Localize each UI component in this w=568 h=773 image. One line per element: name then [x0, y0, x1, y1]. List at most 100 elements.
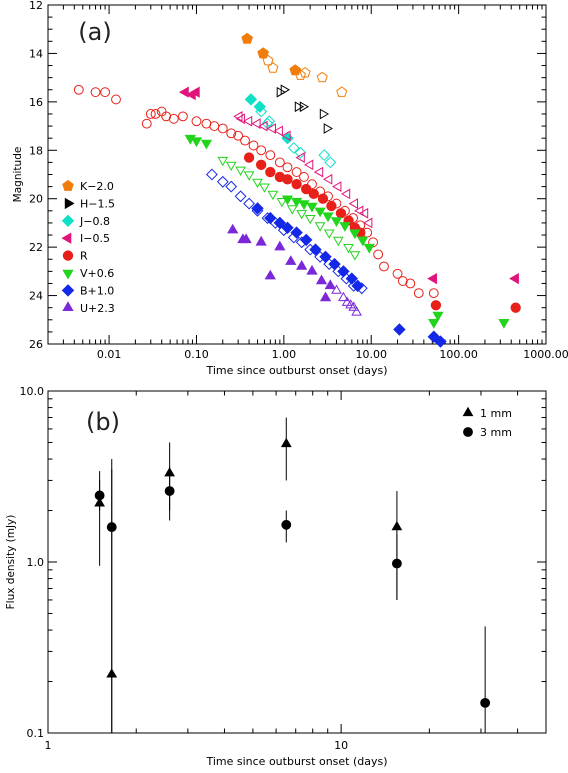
data-point-open — [322, 173, 333, 185]
data-point-filled — [309, 243, 322, 256]
data-point-open — [217, 156, 229, 167]
y-tick-label-a: 26 — [29, 338, 43, 351]
data-point-filled — [328, 257, 341, 271]
data-point-open — [296, 210, 308, 220]
data-point-open — [323, 123, 334, 134]
data-point-open — [405, 278, 416, 289]
data-point — [106, 522, 117, 533]
data-point-filled — [430, 300, 442, 311]
data-point-open — [265, 150, 276, 161]
data-point-open — [235, 166, 246, 176]
data-point-open — [295, 152, 305, 163]
panel-b: 1 10 0.1 1.0 10.0 Time since outburst onset (… — [5, 385, 547, 768]
data-point-open — [266, 123, 276, 134]
data-point-filled — [428, 319, 440, 329]
data-point-open — [332, 236, 344, 247]
x-tick-label-a: 1.00 — [272, 348, 297, 361]
data-point-open — [280, 84, 290, 96]
data-point-filled — [290, 226, 303, 239]
data-point-filled — [255, 235, 267, 246]
data-point-open — [294, 146, 307, 159]
data-point-filled — [319, 291, 332, 302]
data-point — [94, 490, 105, 501]
data-point-filled — [289, 64, 302, 76]
data-point-open — [217, 123, 228, 134]
data-point-open — [281, 130, 291, 142]
data-point-filled — [326, 200, 337, 212]
data-point-filled — [315, 274, 328, 285]
data-point-filled — [274, 240, 286, 251]
data-point-filled — [345, 272, 359, 285]
data-point-open — [191, 116, 202, 127]
panel-label-b: (b) — [86, 408, 120, 436]
data-point-open — [318, 149, 331, 162]
data-point-filled — [324, 279, 336, 290]
panel-label-a: (a) — [78, 18, 111, 46]
data-point-open — [274, 157, 285, 168]
data-point-open — [428, 288, 439, 299]
data-point-open — [145, 109, 156, 119]
y-tick-label-b: 0.1 — [27, 727, 45, 740]
data-point-open — [233, 111, 243, 122]
data-point-filled — [319, 250, 332, 264]
data-point-open — [348, 198, 358, 209]
data-point-open — [205, 168, 218, 181]
data-point — [391, 520, 403, 531]
y-tick-label-a: 12 — [29, 0, 43, 12]
legend-marker — [62, 179, 74, 191]
data-point-open — [338, 291, 349, 302]
data-point-open — [299, 101, 310, 113]
data-point-filled — [509, 273, 519, 285]
data-point-filled — [330, 217, 343, 227]
data-point-filled — [337, 265, 350, 278]
x-tick-label-b: 10 — [334, 739, 348, 752]
y-tick-label-a: 22 — [29, 241, 43, 254]
legend-marker — [61, 284, 75, 297]
plot-frame-a — [47, 4, 547, 345]
data-point-filled — [317, 193, 329, 204]
legend-marker — [61, 214, 75, 228]
data-point-open — [299, 66, 311, 78]
data-point-open — [336, 86, 348, 97]
data-point-filled — [298, 200, 310, 211]
legend-label: B+1.0 — [80, 284, 114, 297]
data-point-open — [216, 175, 229, 188]
legend-label: R — [80, 250, 88, 263]
data-point-filled — [264, 211, 277, 225]
data-point — [391, 558, 402, 569]
data-point-filled — [363, 243, 375, 254]
data-point-open — [323, 229, 335, 239]
data-point-open — [90, 87, 101, 98]
data-point-open — [209, 121, 220, 131]
data-point-filled — [240, 233, 252, 244]
legend-label: K−2.0 — [80, 180, 114, 193]
data-point-filled — [339, 222, 351, 232]
data-point-filled — [300, 183, 312, 195]
data-point-open — [233, 130, 244, 141]
data-point-open — [251, 118, 261, 130]
data-point-open — [258, 120, 268, 132]
data-point-open — [73, 84, 84, 95]
legend-marker — [462, 406, 474, 417]
y-tick-label-a: 18 — [29, 144, 43, 157]
data-point-open — [304, 215, 316, 225]
data-point-filled — [393, 323, 406, 336]
data-point-open — [392, 268, 403, 279]
data-point-open — [363, 217, 373, 229]
data-point-open — [234, 190, 247, 203]
legend-label: U+2.3 — [80, 302, 115, 315]
data-point-open — [332, 181, 342, 192]
data-point-filled — [253, 100, 267, 113]
data-point-filled — [306, 264, 318, 275]
data-point-filled — [299, 233, 313, 247]
data-point-open — [252, 178, 263, 189]
data-point-open — [413, 288, 424, 299]
data-point-filled — [296, 259, 308, 270]
data-point-open — [299, 172, 309, 182]
data-point-filled — [251, 202, 264, 215]
data-point-filled — [281, 195, 294, 206]
data-point-filled — [432, 311, 444, 322]
panel-a: 0.01 0.10 1.00 10.00 100.00 1000.00 12 14 16 18 20… — [12, 0, 568, 377]
data-point-open — [259, 183, 270, 193]
